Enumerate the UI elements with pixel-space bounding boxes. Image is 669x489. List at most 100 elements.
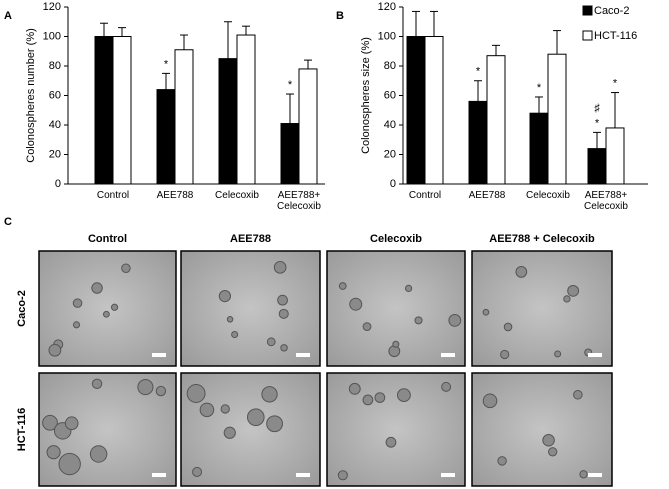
panel-label: A bbox=[4, 10, 12, 22]
column-header: AEE788 + Celecoxib bbox=[489, 233, 595, 245]
y-tick-label: 80 bbox=[384, 60, 396, 72]
colonosphere bbox=[46, 445, 61, 460]
colonosphere bbox=[392, 340, 400, 348]
colonosphere bbox=[186, 384, 206, 403]
colonosphere bbox=[337, 470, 348, 481]
row-header: HCT-116 bbox=[16, 408, 28, 451]
colonosphere bbox=[110, 303, 119, 311]
y-tick-label: 40 bbox=[384, 119, 396, 131]
colonosphere bbox=[72, 321, 81, 329]
colonosphere bbox=[199, 402, 215, 418]
x-tick-label: Celecoxib bbox=[526, 190, 570, 201]
colonosphere bbox=[563, 295, 571, 303]
bar bbox=[605, 127, 625, 185]
y-tick-label: 60 bbox=[49, 89, 61, 101]
colonosphere bbox=[48, 343, 62, 357]
colonosphere bbox=[91, 282, 103, 294]
colonosphere bbox=[121, 263, 131, 274]
x-tick-label: AEE788+ Celecoxib bbox=[584, 190, 628, 212]
y-tick-label: 100 bbox=[378, 30, 396, 42]
significance-marker: * bbox=[476, 66, 481, 78]
legend-label: Caco-2 bbox=[594, 5, 629, 17]
micrograph bbox=[471, 372, 613, 487]
colonosphere bbox=[579, 470, 588, 479]
colonosphere bbox=[58, 452, 81, 476]
colonosphere bbox=[223, 426, 236, 439]
colonosphere bbox=[102, 310, 110, 318]
colonosphere bbox=[374, 392, 386, 403]
colonosphere bbox=[362, 322, 372, 331]
colonosphere bbox=[396, 388, 411, 403]
bar bbox=[468, 100, 488, 185]
colonosphere bbox=[280, 344, 288, 352]
y-tick-label: 0 bbox=[390, 178, 396, 190]
y-axis-label: Colonospheres number (%) bbox=[25, 28, 37, 163]
colonosphere bbox=[278, 308, 289, 319]
y-tick-label: 20 bbox=[384, 148, 396, 160]
colonosphere bbox=[218, 289, 232, 303]
scale-bar bbox=[588, 353, 602, 357]
legend-swatch bbox=[582, 5, 593, 16]
colonosphere bbox=[261, 386, 278, 403]
bar bbox=[112, 36, 132, 185]
x-tick-label: Celecoxib bbox=[215, 190, 259, 201]
y-tick-label: 40 bbox=[49, 119, 61, 131]
colonosphere bbox=[554, 350, 562, 358]
micrograph bbox=[471, 250, 613, 367]
x-tick-label: AEE788 bbox=[156, 190, 194, 201]
bar bbox=[94, 36, 114, 185]
bar bbox=[587, 148, 607, 185]
colonosphere bbox=[441, 381, 452, 392]
significance-marker: * bbox=[537, 82, 542, 94]
significance-marker: * bbox=[595, 117, 600, 129]
legend-label: HCT-116 bbox=[594, 30, 637, 42]
colonosphere bbox=[362, 394, 374, 406]
bar bbox=[280, 123, 300, 185]
significance-marker: ♯ bbox=[594, 102, 600, 114]
panel-label: C bbox=[4, 216, 12, 228]
colonosphere bbox=[404, 284, 413, 293]
y-tick-label: 0 bbox=[55, 178, 61, 190]
colonosphere bbox=[64, 416, 79, 431]
y-tick-label: 120 bbox=[43, 1, 61, 13]
y-axis-label: Colonospheres size (%) bbox=[360, 37, 372, 154]
colonosphere bbox=[220, 404, 230, 414]
colonosphere bbox=[497, 456, 507, 466]
y-tick-label: 20 bbox=[49, 148, 61, 160]
bar bbox=[174, 49, 194, 185]
y-tick-label: 80 bbox=[49, 60, 61, 72]
colonosphere bbox=[72, 298, 83, 308]
column-header: Celecoxib bbox=[370, 233, 422, 245]
scale-bar bbox=[441, 353, 455, 357]
panel-label: B bbox=[336, 10, 344, 22]
colonosphere bbox=[542, 433, 555, 447]
colonosphere bbox=[385, 436, 397, 448]
row-header: Caco-2 bbox=[16, 290, 28, 327]
column-header: AEE788 bbox=[230, 233, 271, 245]
colonosphere bbox=[567, 284, 580, 297]
significance-marker: * bbox=[613, 77, 618, 89]
colonosphere bbox=[277, 294, 288, 306]
bar bbox=[236, 34, 256, 185]
colonosphere bbox=[226, 316, 234, 323]
colonosphere bbox=[89, 445, 108, 463]
colonosphere bbox=[137, 379, 154, 396]
colonosphere bbox=[573, 389, 583, 400]
colonosphere bbox=[414, 316, 423, 325]
y-tick-label: 60 bbox=[384, 89, 396, 101]
y-tick-label: 100 bbox=[43, 30, 61, 42]
colonosphere bbox=[91, 378, 103, 390]
colonosphere bbox=[266, 337, 276, 347]
colonosphere bbox=[503, 322, 513, 332]
scale-bar bbox=[588, 473, 602, 477]
y-tick-label: 120 bbox=[378, 1, 396, 13]
colonosphere bbox=[500, 349, 510, 360]
bar bbox=[547, 53, 567, 185]
x-tick-label: Control bbox=[408, 190, 442, 201]
colonosphere bbox=[231, 331, 239, 339]
colonosphere bbox=[448, 313, 462, 327]
colonosphere bbox=[273, 261, 287, 274]
colonosphere bbox=[482, 308, 490, 316]
